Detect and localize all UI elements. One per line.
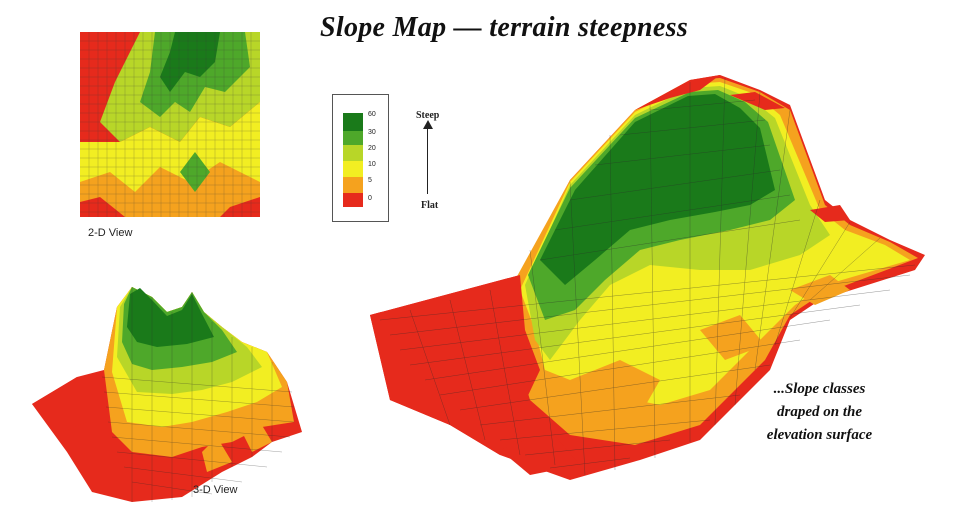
legend-flat-label: Flat <box>421 200 439 211</box>
arrow-up-icon <box>423 120 433 129</box>
slope-surface-3d-large <box>370 75 925 480</box>
legend-swatch-0 <box>343 193 363 207</box>
page-title: Slope Map — terrain steepness <box>320 12 689 43</box>
legend-tick: 5 <box>368 177 372 184</box>
legend-swatch-20 <box>343 145 363 161</box>
legend-swatch-60 <box>343 113 363 131</box>
legend-tick: 10 <box>368 161 376 168</box>
slope-legend: 60 30 20 10 5 0 <box>332 94 389 222</box>
legend-arrow-shaft <box>427 126 428 194</box>
legend-swatch-10 <box>343 161 363 177</box>
slope-surface-3d-small <box>32 287 302 502</box>
slope-map-2d <box>80 32 260 217</box>
legend-swatch-30 <box>343 131 363 145</box>
surface-caption: ...Slope classes draped on the elevation… <box>712 378 927 447</box>
legend-steep-label: Steep <box>416 110 440 121</box>
legend-tick: 0 <box>368 195 372 202</box>
caption-line: elevation surface <box>766 427 873 443</box>
legend-tick: 60 <box>368 111 376 118</box>
legend-tick: 30 <box>368 129 376 136</box>
caption-line: ...Slope classes <box>773 381 866 397</box>
view-3d-label: 3-D View <box>193 484 238 496</box>
legend-tick: 20 <box>368 145 376 152</box>
view-2d-label: 2-D View <box>88 227 133 239</box>
caption-line: draped on the <box>776 404 862 420</box>
legend-swatch-5 <box>343 177 363 193</box>
